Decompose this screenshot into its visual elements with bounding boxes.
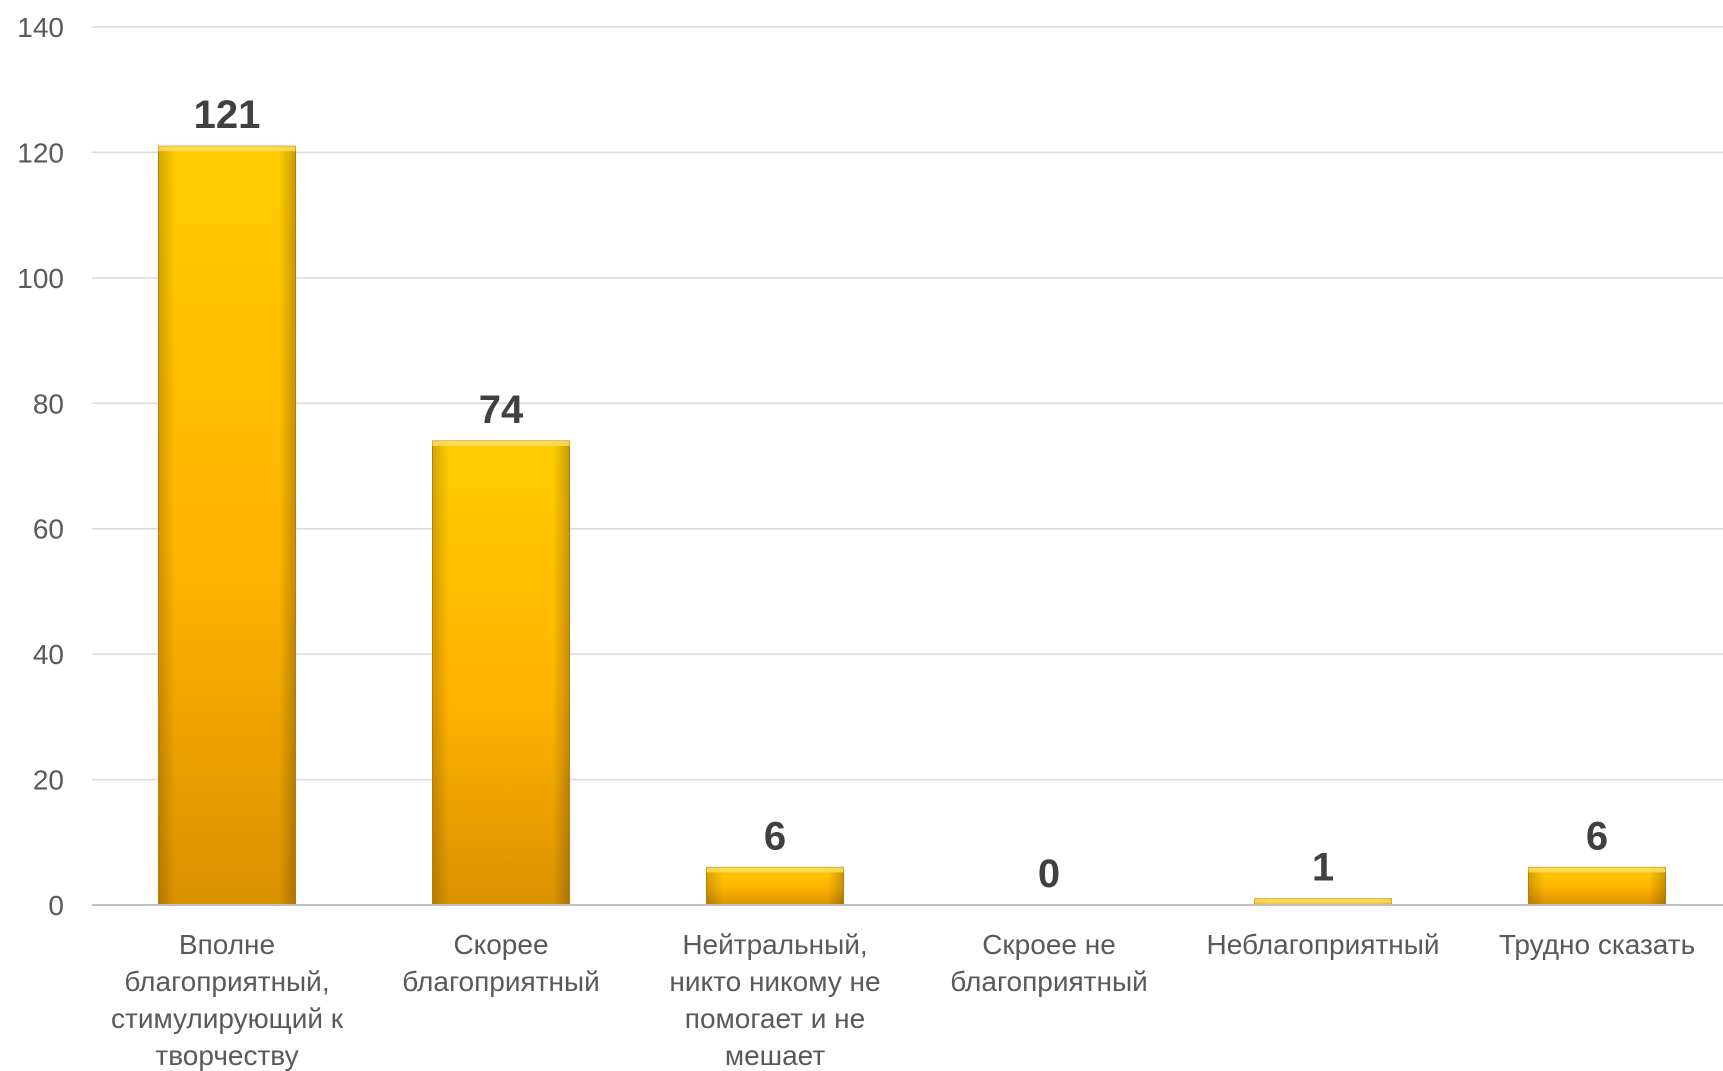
bars xyxy=(158,145,1666,906)
y-axis-ticks: 0 20 40 60 80 100 120 140 xyxy=(17,12,64,921)
category-label-line: Скорее xyxy=(453,929,548,960)
bar xyxy=(706,866,844,906)
category-label-line: мешает xyxy=(725,1040,826,1071)
data-label: 0 xyxy=(1038,852,1060,896)
y-tick-label: 0 xyxy=(48,890,64,921)
category-label-line: Неблагоприятный xyxy=(1207,929,1440,960)
data-label: 1 xyxy=(1312,846,1334,890)
y-tick-label: 20 xyxy=(33,765,64,796)
category-label: Нейтральный, никто никому не помогает и не… xyxy=(669,929,880,1071)
bar xyxy=(158,145,296,906)
category-label: Скроее не благоприятный xyxy=(950,929,1147,997)
y-tick-label: 120 xyxy=(17,137,64,168)
category-label-line: Трудно сказать xyxy=(1499,929,1695,960)
category-label-line: благоприятный, xyxy=(124,966,329,997)
data-label: 121 xyxy=(194,93,261,137)
category-label-line: никто никому не xyxy=(669,966,880,997)
y-tick-label: 60 xyxy=(33,514,64,545)
category-labels: Вполне благоприятный, стимулирующий к творч… xyxy=(111,929,1695,1071)
category-label-line: помогает и не xyxy=(685,1003,865,1034)
category-label-line: Скроее не xyxy=(982,929,1116,960)
y-tick-label: 100 xyxy=(17,263,64,294)
bar xyxy=(432,440,570,906)
y-tick-label: 140 xyxy=(17,12,64,43)
category-label-line: стимулирующий к xyxy=(111,1003,344,1034)
category-label: Вполне благоприятный, стимулирующий к творч… xyxy=(111,929,344,1071)
category-label: Неблагоприятный xyxy=(1207,929,1440,960)
category-label: Скорее благоприятный xyxy=(402,929,599,997)
category-label-line: творчеству xyxy=(155,1040,298,1071)
category-label-line: благоприятный xyxy=(950,966,1147,997)
gridlines xyxy=(92,26,1723,781)
bar xyxy=(1528,866,1666,906)
category-label-line: Вполне xyxy=(179,929,275,960)
data-label: 6 xyxy=(764,814,786,858)
category-label: Трудно сказать xyxy=(1499,929,1695,960)
data-label: 74 xyxy=(479,388,524,432)
category-label-line: благоприятный xyxy=(402,966,599,997)
data-labels: 121 74 6 0 1 6 xyxy=(194,93,1609,896)
y-tick-label: 40 xyxy=(33,639,64,670)
y-tick-label: 80 xyxy=(33,388,64,419)
category-label-line: Нейтральный, xyxy=(682,929,867,960)
data-label: 6 xyxy=(1586,814,1608,858)
